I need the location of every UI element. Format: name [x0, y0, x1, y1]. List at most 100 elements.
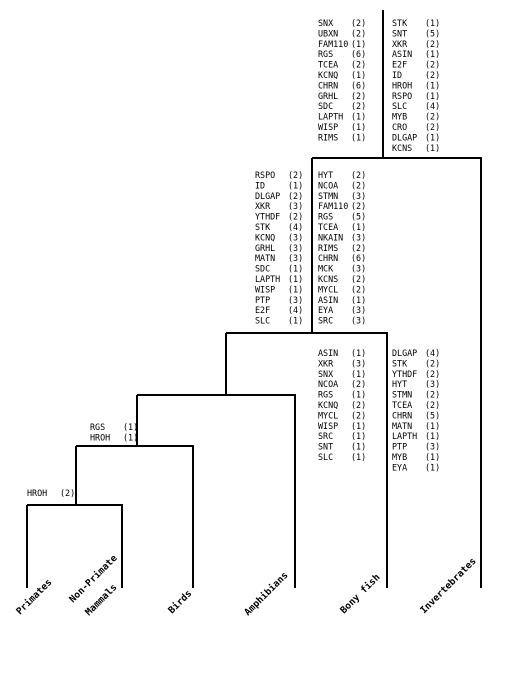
gene-name: MATN [255, 253, 275, 263]
gene-name: NCOA [318, 379, 338, 389]
gene-count: (2) [351, 60, 366, 70]
gene-name: RGS [318, 212, 333, 222]
gene-name: CHRN [318, 253, 338, 263]
gene-name: RGS [318, 390, 333, 400]
taxon-label-amphibians: Amphibians [242, 570, 290, 618]
gene-name: RSPO [255, 170, 275, 180]
gene-count: (2) [351, 284, 366, 294]
gene-name: LAPTH [255, 274, 280, 284]
gene-count: (3) [425, 379, 440, 389]
gene-name: XKR [318, 358, 334, 368]
vertebrates-node [226, 332, 388, 588]
gene-name: ASIN [392, 49, 412, 59]
gene-name: TCEA [318, 222, 338, 232]
gene-name: NKAIN [318, 232, 343, 242]
gene-count: (4) [425, 348, 440, 358]
gene-name: XKR [392, 39, 408, 49]
gene-count: (2) [425, 122, 440, 132]
gene-name: EYA [318, 305, 333, 315]
gene-name: STMN [392, 390, 412, 400]
taxon-label-primates: Primates [14, 577, 54, 617]
gene-count: (2) [351, 201, 366, 211]
gene-name: TCEA [318, 60, 338, 70]
gene-name: E2F [392, 60, 407, 70]
gene-name: TCEA [392, 400, 412, 410]
gene-name: SDC [255, 264, 270, 274]
gene-name: HROH [392, 80, 412, 90]
gene-count: (2) [351, 410, 366, 420]
gene-name: SDC [318, 101, 333, 111]
gene-count: (1) [425, 421, 440, 431]
gene-count: (1) [351, 70, 366, 80]
gene-count: (2) [425, 390, 440, 400]
gene-count: (2) [425, 112, 440, 122]
gene-count: (3) [425, 442, 440, 452]
gene-name: CHRN [318, 80, 338, 90]
gene-count: (3) [288, 295, 303, 305]
gene-name: UBXN [318, 28, 338, 38]
taxon-labels: Primates Non-Primate Mammals Birds Amphi… [14, 553, 478, 618]
gene-count: (3) [288, 232, 303, 242]
gene-name: RGS [90, 422, 105, 432]
gene-count: (1) [351, 39, 366, 49]
gene-name: E2F [255, 305, 270, 315]
gene-count: (5) [425, 28, 440, 38]
gene-name: GRHL [318, 91, 338, 101]
gene-name: MYB [392, 452, 407, 462]
gene-list-mammals: HROH (2) [27, 488, 75, 498]
gene-name: NCOA [318, 180, 338, 190]
gene-count: (5) [425, 410, 440, 420]
gene-name: HROH [27, 488, 47, 498]
gene-name: KCNS [318, 274, 338, 284]
gene-name: HYT [392, 379, 407, 389]
gene-list-bony-fish: ASIN (1) XKR (3) SNX (1) NCOA (2) RGS (1) KCNQ (2) M… [318, 348, 366, 462]
gene-list-root-left: SNX (2)UBXN (2)FAM110 (1)RGS (6)TCEA (2)KCNQ(… [318, 18, 366, 142]
gene-name: SNX [318, 18, 333, 28]
gene-name: MYCL [318, 284, 338, 294]
gene-count: (4) [288, 305, 303, 315]
gene-name: MYCL [318, 410, 338, 420]
gene-count: (1) [425, 462, 440, 472]
gene-count: (2) [60, 488, 75, 498]
gene-name: KCNS [392, 143, 412, 153]
gene-name: HROH [90, 432, 110, 442]
gene-count: (1) [123, 422, 138, 432]
gene-name: CRO [392, 122, 407, 132]
gene-count: (2) [351, 170, 366, 180]
gene-name: RGS [318, 49, 333, 59]
gene-count: (3) [351, 264, 366, 274]
gene-count: (2) [425, 358, 440, 368]
gene-list-root-right: STK (1) SNT (5) XKR (2) ASIN (1) E2F (2) ID (2) HROH… [392, 18, 440, 153]
gene-count: (1) [351, 295, 366, 305]
gene-count: (3) [351, 305, 366, 315]
gene-count: (1) [351, 132, 366, 142]
mammals-node [27, 504, 123, 588]
gene-name: WISP [255, 284, 275, 294]
gene-name: DLGAP [392, 132, 417, 142]
gene-name: STMN [318, 191, 338, 201]
gene-name: GRHL [255, 243, 275, 253]
gene-count: (5) [351, 212, 366, 222]
gene-count: (2) [351, 101, 366, 111]
gene-name: SRC [318, 316, 333, 326]
gene-name: SLC [255, 316, 270, 326]
gene-name: SLC [392, 101, 407, 111]
gene-name: PTP [392, 442, 407, 452]
gene-count: (1) [425, 143, 440, 153]
gene-count: (2) [288, 170, 303, 180]
gene-count: (3) [351, 358, 366, 368]
amniotes-node [76, 445, 194, 588]
gene-name: DLGAP [255, 191, 280, 201]
gene-count: (4) [425, 101, 440, 111]
gene-count: (2) [351, 243, 366, 253]
gene-name: EYA [392, 462, 407, 472]
gene-name: FAM110 [318, 201, 348, 211]
gene-count: (1) [425, 132, 440, 142]
gene-count: (1) [425, 49, 440, 59]
gene-name: MATN [392, 421, 412, 431]
gene-count: (1) [351, 431, 366, 441]
gene-count: (1) [351, 421, 366, 431]
gene-name: MCK [318, 264, 334, 274]
taxon-label-birds: Birds [166, 588, 194, 616]
gene-name: ID [392, 70, 402, 80]
